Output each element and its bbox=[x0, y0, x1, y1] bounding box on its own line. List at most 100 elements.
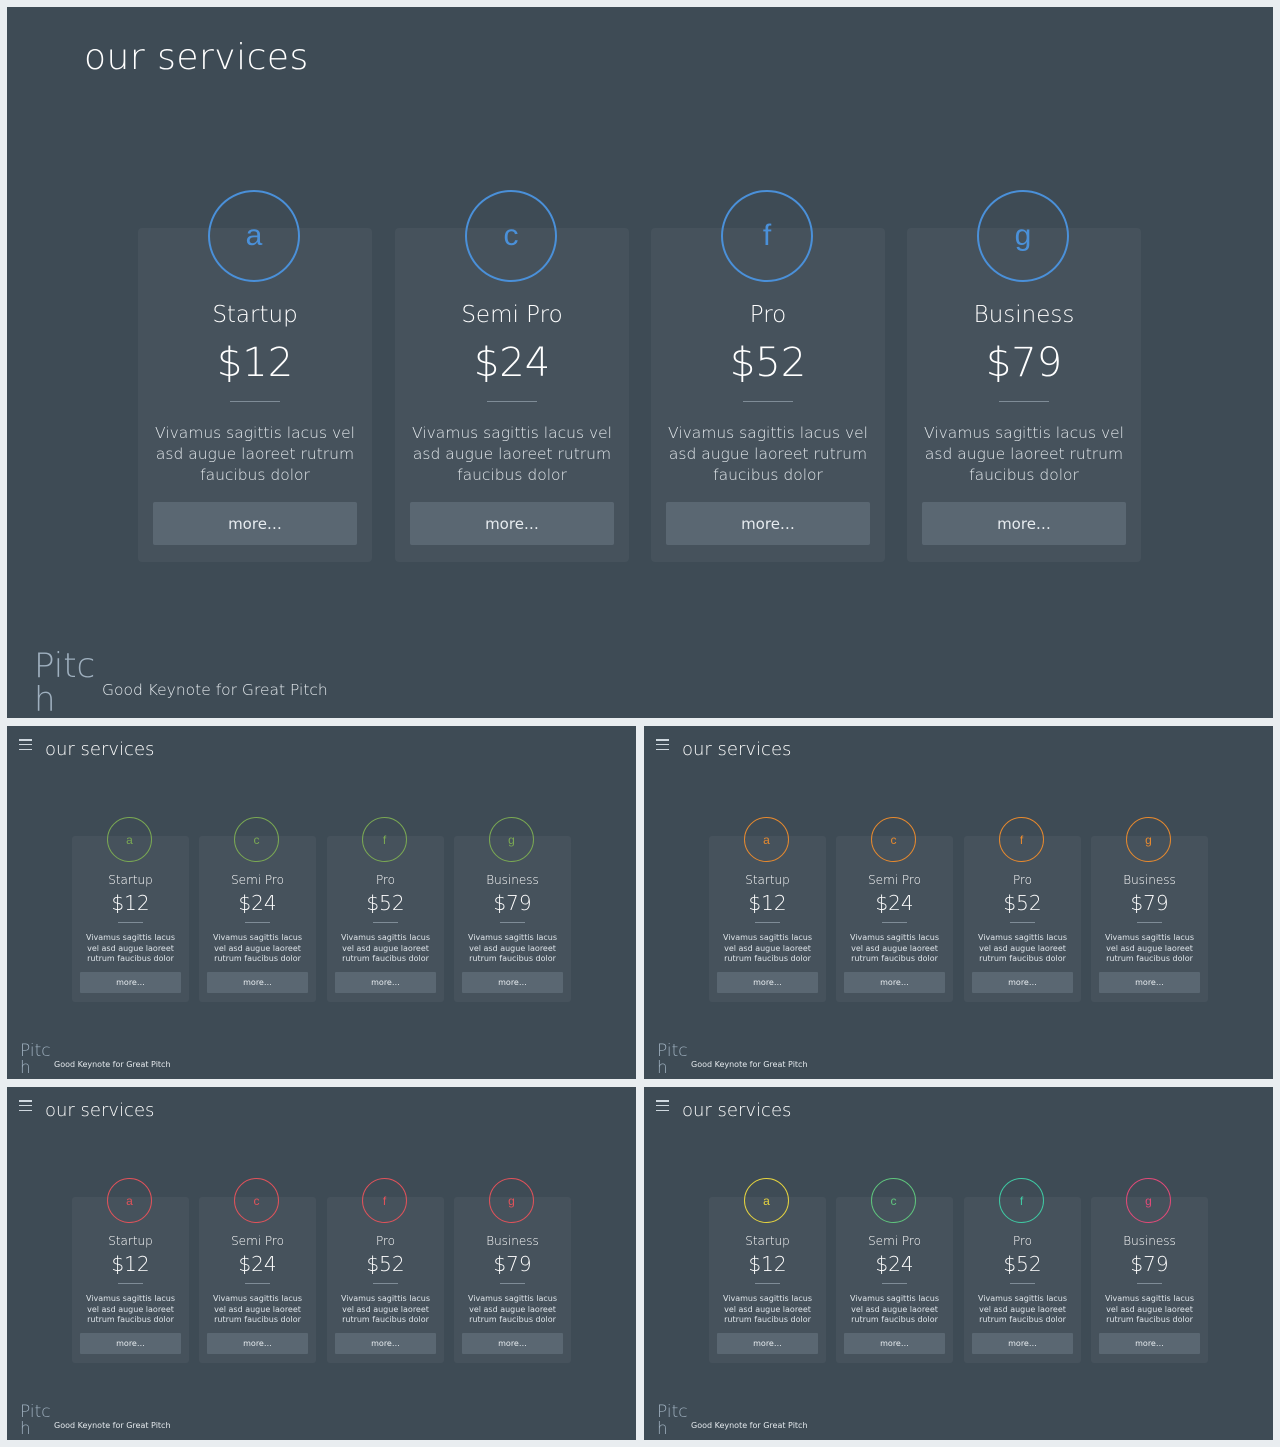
plan-name: Pro bbox=[375, 1234, 396, 1248]
plan-price: $52 bbox=[1003, 891, 1042, 915]
plan-price: $52 bbox=[366, 891, 405, 915]
more-button[interactable]: more… bbox=[462, 972, 563, 993]
plan-price: $79 bbox=[493, 891, 532, 915]
plan-icon: a bbox=[107, 817, 152, 862]
pricing-card-semi-pro: c Semi Pro $24 Vivamus sagittis lacus ve… bbox=[199, 1178, 316, 1363]
plan-description: Vivamus sagittis lacus vel asd augue lao… bbox=[977, 1294, 1068, 1324]
divider bbox=[500, 1283, 525, 1284]
plan-icon: g bbox=[489, 817, 534, 862]
brand-logo-line1: Pitc bbox=[657, 1402, 688, 1422]
divider bbox=[999, 401, 1049, 402]
plan-price: $12 bbox=[111, 1252, 150, 1276]
plan-price: $52 bbox=[729, 340, 807, 386]
plan-icon: a bbox=[208, 190, 300, 282]
plan-description: Vivamus sagittis lacus vel asd augue lao… bbox=[212, 933, 303, 963]
plan-icon: g bbox=[1126, 817, 1171, 862]
plan-description: Vivamus sagittis lacus vel asd augue lao… bbox=[722, 1294, 813, 1324]
more-button[interactable]: more… bbox=[1099, 1333, 1200, 1354]
pricing-card-semi-pro: c Semi Pro $24 Vivamus sagittis lacus ve… bbox=[836, 1178, 953, 1363]
pricing-card-pro: f Pro $52 Vivamus sagittis lacus vel asd… bbox=[651, 190, 885, 562]
more-button[interactable]: more… bbox=[972, 1333, 1073, 1354]
more-button[interactable]: more… bbox=[717, 972, 818, 993]
brand-logo-line1: Pitc bbox=[34, 646, 96, 686]
pricing-card-pro: f Pro $52 Vivamus sagittis lacus vel asd… bbox=[964, 817, 1081, 1002]
plan-icon: f bbox=[999, 817, 1044, 862]
variant-slide[interactable]: our services a Startup $12 Vivamus sagit… bbox=[7, 1087, 636, 1440]
more-button[interactable]: more… bbox=[80, 1333, 181, 1354]
variant-slide[interactable]: our services a Startup $12 Vivamus sagit… bbox=[644, 1087, 1273, 1440]
more-button[interactable]: more… bbox=[410, 502, 614, 545]
plan-name: Pro bbox=[375, 873, 396, 887]
plan-name: Semi Pro bbox=[868, 873, 921, 887]
pricing-card-pro: f Pro $52 Vivamus sagittis lacus vel asd… bbox=[327, 817, 444, 1002]
more-button[interactable]: more… bbox=[153, 502, 357, 545]
plan-description: Vivamus sagittis lacus vel asd augue lao… bbox=[155, 424, 355, 484]
more-button[interactable]: more… bbox=[922, 502, 1126, 545]
plan-name: Semi Pro bbox=[231, 873, 284, 887]
plan-price: $24 bbox=[875, 891, 914, 915]
menu-icon[interactable] bbox=[19, 1100, 32, 1111]
pricing-card-business: g Business $79 Vivamus sagittis lacus ve… bbox=[454, 817, 571, 1002]
more-button[interactable]: more… bbox=[462, 1333, 563, 1354]
more-button[interactable]: more… bbox=[335, 972, 436, 993]
plan-icon: f bbox=[362, 817, 407, 862]
plan-description: Vivamus sagittis lacus vel asd augue lao… bbox=[722, 933, 813, 963]
more-button[interactable]: more… bbox=[717, 1333, 818, 1354]
divider bbox=[1010, 922, 1035, 923]
more-button[interactable]: more… bbox=[844, 1333, 945, 1354]
main-slide: our services a Startup $12 Vivamus sagit… bbox=[7, 7, 1273, 718]
menu-icon[interactable] bbox=[656, 739, 669, 750]
plan-price: $24 bbox=[875, 1252, 914, 1276]
more-button[interactable]: more… bbox=[335, 1333, 436, 1354]
more-button[interactable]: more… bbox=[207, 972, 308, 993]
plan-name: Startup bbox=[745, 873, 790, 887]
plan-icon: c bbox=[871, 817, 916, 862]
more-button[interactable]: more… bbox=[972, 972, 1073, 993]
plan-price: $12 bbox=[111, 891, 150, 915]
more-button[interactable]: more… bbox=[207, 1333, 308, 1354]
plan-icon: a bbox=[744, 1178, 789, 1223]
pricing-card-pro: f Pro $52 Vivamus sagittis lacus vel asd… bbox=[327, 1178, 444, 1363]
divider bbox=[245, 1283, 270, 1284]
variant-slide[interactable]: our services a Startup $12 Vivamus sagit… bbox=[7, 726, 636, 1079]
pricing-card-semi-pro: c Semi Pro $24 Vivamus sagittis lacus ve… bbox=[395, 190, 629, 562]
more-button[interactable]: more… bbox=[844, 972, 945, 993]
pricing-card-startup: a Startup $12 Vivamus sagittis lacus vel… bbox=[709, 817, 826, 1002]
plan-name: Pro bbox=[1012, 1234, 1033, 1248]
plan-price: $79 bbox=[1130, 1252, 1169, 1276]
pricing-card-semi-pro: c Semi Pro $24 Vivamus sagittis lacus ve… bbox=[199, 817, 316, 1002]
plan-description: Vivamus sagittis lacus vel asd augue lao… bbox=[467, 1294, 558, 1324]
plan-icon: g bbox=[1126, 1178, 1171, 1223]
plan-name: Semi Pro bbox=[231, 1234, 284, 1248]
pricing-card-startup: a Startup $12 Vivamus sagittis lacus vel… bbox=[72, 1178, 189, 1363]
slide-title: our services bbox=[45, 1100, 155, 1121]
divider bbox=[882, 922, 907, 923]
plan-price: $52 bbox=[366, 1252, 405, 1276]
pricing-card-business: g Business $79 Vivamus sagittis lacus ve… bbox=[454, 1178, 571, 1363]
more-button[interactable]: more… bbox=[1099, 972, 1200, 993]
plan-icon: c bbox=[465, 190, 557, 282]
plan-description: Vivamus sagittis lacus vel asd augue lao… bbox=[340, 933, 431, 963]
brand-logo: Pitc h bbox=[20, 1043, 51, 1077]
more-button[interactable]: more… bbox=[666, 502, 870, 545]
more-button[interactable]: more… bbox=[80, 972, 181, 993]
plan-icon: g bbox=[489, 1178, 534, 1223]
plan-name: Business bbox=[486, 1234, 539, 1248]
plan-description: Vivamus sagittis lacus vel asd augue lao… bbox=[85, 933, 176, 963]
brand-logo-line1: Pitc bbox=[20, 1041, 51, 1061]
plan-description: Vivamus sagittis lacus vel asd augue lao… bbox=[85, 1294, 176, 1324]
menu-icon[interactable] bbox=[19, 739, 32, 750]
brand-tagline: Good Keynote for Great Pitch bbox=[691, 1421, 808, 1430]
plan-name: Pro bbox=[749, 302, 787, 328]
brand-tagline: Good Keynote for Great Pitch bbox=[691, 1060, 808, 1069]
menu-icon[interactable] bbox=[656, 1100, 669, 1111]
divider bbox=[487, 401, 537, 402]
variant-slide[interactable]: our services a Startup $12 Vivamus sagit… bbox=[644, 726, 1273, 1079]
plan-description: Vivamus sagittis lacus vel asd augue lao… bbox=[212, 1294, 303, 1324]
plan-icon: f bbox=[721, 190, 813, 282]
brand-logo-line1: Pitc bbox=[20, 1402, 51, 1422]
pricing-card-startup: a Startup $12 Vivamus sagittis lacus vel… bbox=[72, 817, 189, 1002]
plan-price: $79 bbox=[493, 1252, 532, 1276]
divider bbox=[1137, 1283, 1162, 1284]
plan-price: $24 bbox=[238, 1252, 277, 1276]
